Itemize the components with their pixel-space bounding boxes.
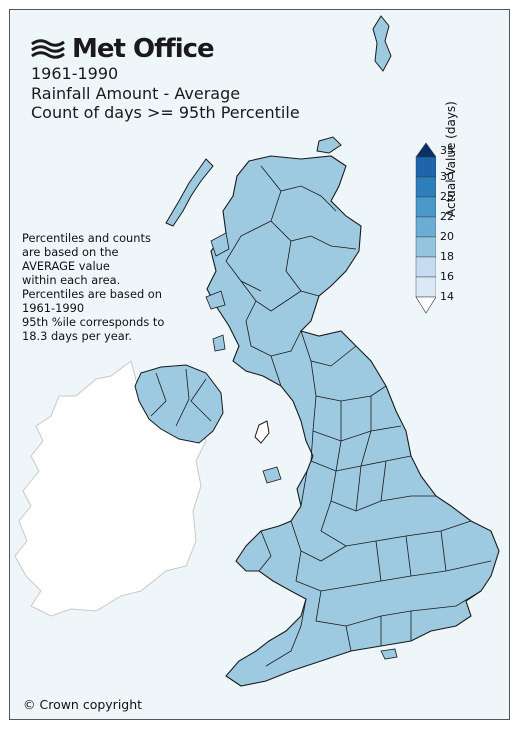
legend-tick-label: 16 xyxy=(440,270,454,283)
legend-tick-label: 18 xyxy=(440,250,454,263)
note-line: 18.3 days per year. xyxy=(22,329,133,343)
legend-swatch xyxy=(415,196,437,218)
region-great-britain xyxy=(206,155,500,687)
region-shetland xyxy=(372,15,392,72)
region-islay xyxy=(212,334,226,352)
legend-tick-label: 20 xyxy=(440,230,454,243)
region-skye xyxy=(210,232,230,257)
note-line: within each area. xyxy=(22,273,121,287)
legend-min-triangle xyxy=(415,296,437,314)
percentile-notes: Percentiles and counts are based on the … xyxy=(22,231,164,343)
legend-swatch xyxy=(415,256,437,278)
note-line: Percentiles are based on xyxy=(22,287,162,301)
legend-title: Actual Value (days) xyxy=(444,101,458,217)
met-office-logo: Met Office xyxy=(30,34,215,64)
legend-swatch xyxy=(415,276,437,298)
legend-swatch xyxy=(415,216,437,238)
legend-colorbar xyxy=(415,142,437,314)
uk-rainfall-map xyxy=(14,15,500,687)
title-period: 1961-1990 xyxy=(31,64,119,83)
legend-swatch xyxy=(415,156,437,178)
map-frame: Met Office 1961-1990 Rainfall Amount - A… xyxy=(9,9,510,720)
title-variable: Rainfall Amount - Average xyxy=(31,83,241,103)
legend-max-triangle xyxy=(415,142,437,158)
color-legend: 35 30 25 22 20 18 16 14 Actual Value (days) xyxy=(406,101,486,335)
legend-tick-label: 30 xyxy=(440,170,454,183)
map-title: 1961-1990 Rainfall Amount - Average Coun… xyxy=(31,64,300,123)
met-office-wave-icon xyxy=(31,39,65,59)
region-isle-of-wight xyxy=(380,648,398,660)
region-mull xyxy=(205,290,226,310)
region-boundaries xyxy=(225,165,492,667)
note-line: 1961-1990 xyxy=(22,301,85,315)
region-northern-ireland xyxy=(134,364,224,444)
legend-tick-label: 14 xyxy=(440,290,454,303)
region-isle-of-man xyxy=(254,420,270,444)
title-statistic: Count of days >= 95th Percentile xyxy=(31,103,300,122)
legend-tick-label: 22 xyxy=(440,210,454,223)
brand-name: Met Office xyxy=(72,34,215,64)
note-line: AVERAGE value xyxy=(22,259,110,273)
legend-swatch xyxy=(415,236,437,258)
note-line: Percentiles and counts xyxy=(22,231,151,245)
legend-tick-label: 25 xyxy=(440,190,454,203)
region-anglesey xyxy=(262,466,282,484)
region-western-isles xyxy=(165,158,214,227)
copyright-notice: © Crown copyright xyxy=(23,697,143,712)
legend-swatch xyxy=(415,176,437,198)
legend-tick-label: 35 xyxy=(440,144,454,157)
region-orkney xyxy=(316,136,342,154)
note-line: are based on the xyxy=(22,245,119,259)
note-line: 95th %ile corresponds to xyxy=(22,315,165,329)
